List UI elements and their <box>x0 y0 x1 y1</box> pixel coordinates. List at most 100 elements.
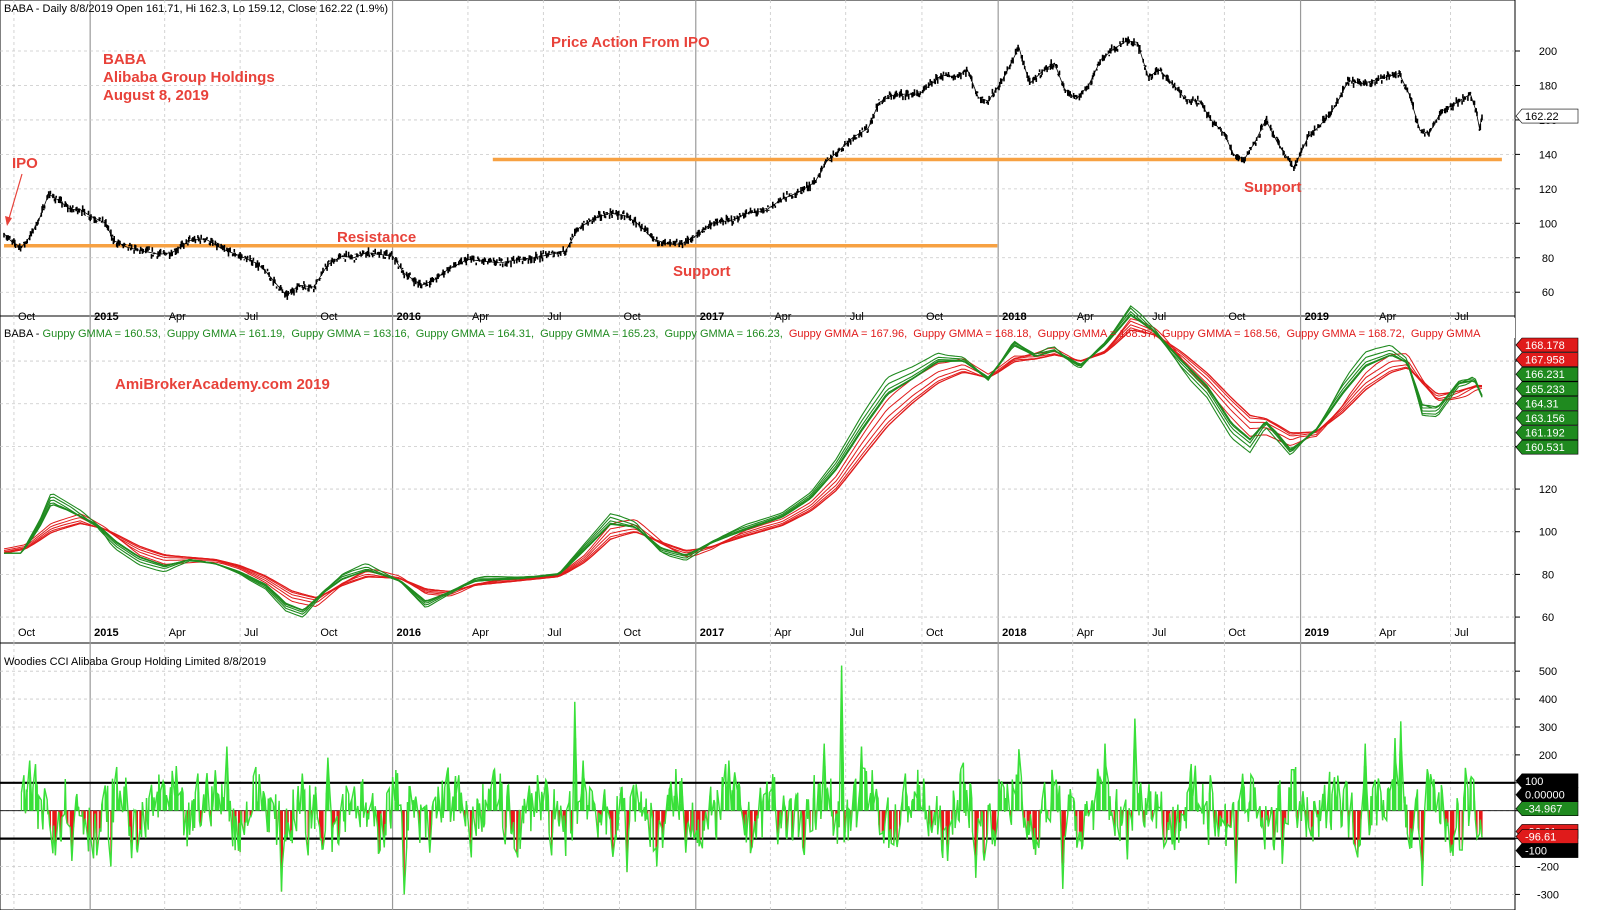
gmma-title-clip <box>1510 318 1515 338</box>
annotation-ipo: IPO <box>12 155 38 172</box>
gmma-short-line-6 <box>4 305 1483 618</box>
price-pane-title: BABA - Daily 8/8/2019 Open 161.71, Hi 16… <box>4 3 388 15</box>
annotation-price-action: Price Action From IPO <box>551 34 710 51</box>
y-tick-label-price: 100 <box>1539 218 1557 230</box>
y-tick-label-cci: 200 <box>1539 750 1557 762</box>
cci-value-badge: 0.00000 <box>1515 787 1579 802</box>
y-tick-label-price: 180 <box>1539 80 1557 92</box>
gmma-value-badge-text: 160.531 <box>1525 442 1565 454</box>
x-tick-label-gmma: Apr <box>169 627 186 639</box>
gmma-value-badge-text: 167.958 <box>1525 355 1565 367</box>
x-tick-label-price: 2018 <box>1002 311 1026 323</box>
gmma-value-badge-box <box>1515 439 1579 455</box>
gmma-pane-frame <box>0 315 1516 644</box>
x-tick-label-price: Apr <box>169 311 186 323</box>
gmma-legend-long-6: Guppy GMMA <box>1411 328 1481 340</box>
cci-pane-title: Woodies CCI Alibaba Group Holding Limite… <box>4 656 266 668</box>
x-tick-label-price: 2016 <box>397 311 421 323</box>
watermark: AmiBrokerAcademy.com 2019 <box>115 376 330 393</box>
x-tick-label-price: Jul <box>850 311 864 323</box>
cci-value-badge-box <box>1515 773 1579 789</box>
gmma-value-badge-box <box>1515 352 1579 367</box>
x-tick-label-gmma: Apr <box>774 627 791 639</box>
gmma-legend-short-4: Guppy GMMA = 164.31, <box>416 328 534 340</box>
gmma-legend-short-6: Guppy GMMA = 166.23, <box>664 328 782 340</box>
x-tick-label-gmma: Oct <box>18 627 35 639</box>
gmma-value-badge: 164.31 <box>1515 396 1579 411</box>
cci-pane-frame <box>0 642 1516 910</box>
y-tick-label-gmma: 60 <box>1542 612 1554 624</box>
cci-line <box>20 665 1483 895</box>
cci-value-badge-text: -96.61 <box>1525 832 1556 844</box>
x-tick-label-price: Oct <box>1228 311 1245 323</box>
gmma-series <box>3 305 1483 618</box>
x-tick-label-price: Oct <box>18 311 35 323</box>
gmma-long-line-6 <box>3 318 1483 608</box>
axis-labels: Oct Oct 2015 2015 Apr Apr Jul Jul Oct Oct 2016 2016… <box>18 46 1559 901</box>
gmma-long-line-3 <box>3 327 1482 599</box>
y-tick-label-cci: -300 <box>1537 889 1559 901</box>
gmma-value-badge-box <box>1515 410 1579 426</box>
y-tick-label-cci: 500 <box>1539 666 1557 678</box>
gmma-legend-short-2: Guppy GMMA = 161.19, <box>167 328 285 340</box>
gmma-value-badge-text: 164.31 <box>1525 398 1559 410</box>
cci-value-badge-text: 0.00000 <box>1525 790 1565 802</box>
annotation-support-1: Support <box>673 263 731 280</box>
gmma-value-badge: 168.178 <box>1515 337 1579 353</box>
gmma-legend-short-1: Guppy GMMA = 160.53, <box>43 328 161 340</box>
gmma-legend-long-2: Guppy GMMA = 168.18, <box>913 328 1031 340</box>
cci-value-badge: -34.967 <box>1515 801 1579 816</box>
price-last-badge-box <box>1515 108 1579 124</box>
gmma-value-badge-box <box>1515 366 1579 382</box>
x-tick-label-gmma: Apr <box>1077 627 1094 639</box>
x-tick-label-gmma: Jul <box>850 627 864 639</box>
x-tick-label-price: Jul <box>1455 311 1469 323</box>
y-tick-label-gmma: 120 <box>1539 484 1557 496</box>
x-tick-label-price: Oct <box>926 311 943 323</box>
price-series <box>3 36 1502 300</box>
x-tick-label-gmma: Oct <box>1228 627 1245 639</box>
gmma-pane-title: BABA - Guppy GMMA = 160.53, Guppy GMMA =… <box>4 328 1481 340</box>
gmma-value-badge: 161.192 <box>1515 425 1579 440</box>
x-tick-label-gmma: Jul <box>244 627 258 639</box>
x-tick-label-price: Apr <box>472 311 489 323</box>
gmma-short-line-3 <box>4 313 1483 612</box>
y-tick-label-price: 140 <box>1539 149 1557 161</box>
x-tick-label-price: Apr <box>1077 311 1094 323</box>
value-badges: 162.22 168.178 167.958 166.231 165.233 164.31… <box>1515 108 1579 858</box>
x-tick-label-gmma: Apr <box>472 627 489 639</box>
y-tick-label-gmma: 80 <box>1542 569 1554 581</box>
x-tick-label-price: Apr <box>774 311 791 323</box>
gmma-legend-short-5: Guppy GMMA = 165.23, <box>540 328 658 340</box>
x-tick-label-price: 2017 <box>700 311 724 323</box>
gmma-value-badge: 163.156 <box>1515 410 1579 426</box>
cci-series <box>0 665 1515 895</box>
x-tick-label-price: Jul <box>547 311 561 323</box>
annotation-ticker: BABA <box>103 51 146 68</box>
annotation-support-2: Support <box>1244 179 1302 196</box>
gmma-short-line-4 <box>4 310 1483 613</box>
gmma-long-line-4 <box>3 324 1483 601</box>
price-close-line <box>3 40 1483 297</box>
x-tick-label-gmma: 2019 <box>1305 627 1329 639</box>
x-tick-label-gmma: 2018 <box>1002 627 1026 639</box>
gmma-value-badge: 160.531 <box>1515 439 1579 455</box>
gmma-value-badge-box <box>1515 396 1579 411</box>
gmma-short-line-1 <box>4 314 1483 611</box>
y-tick-label-cci: 400 <box>1539 694 1557 706</box>
annotation-company: Alibaba Group Holdings <box>103 69 275 86</box>
gmma-legend-long-1: Guppy GMMA = 167.96, <box>789 328 907 340</box>
x-tick-label-price: Jul <box>244 311 258 323</box>
cci-value-badge-text: 100 <box>1525 776 1543 788</box>
gmma-title-prefix: BABA - <box>4 328 43 340</box>
gmma-value-badge-text: 161.192 <box>1525 428 1565 440</box>
gmma-value-badge: 165.233 <box>1515 381 1579 397</box>
gmma-legend-long-5: Guppy GMMA = 168.72, <box>1286 328 1404 340</box>
gmma-legend-short-3: Guppy GMMA = 163.16, <box>291 328 409 340</box>
cci-value-badge: -100 <box>1515 843 1579 858</box>
cci-bars-positive <box>20 665 1476 811</box>
gmma-short-line-2 <box>4 314 1483 611</box>
annotation-date: August 8, 2019 <box>103 87 209 104</box>
